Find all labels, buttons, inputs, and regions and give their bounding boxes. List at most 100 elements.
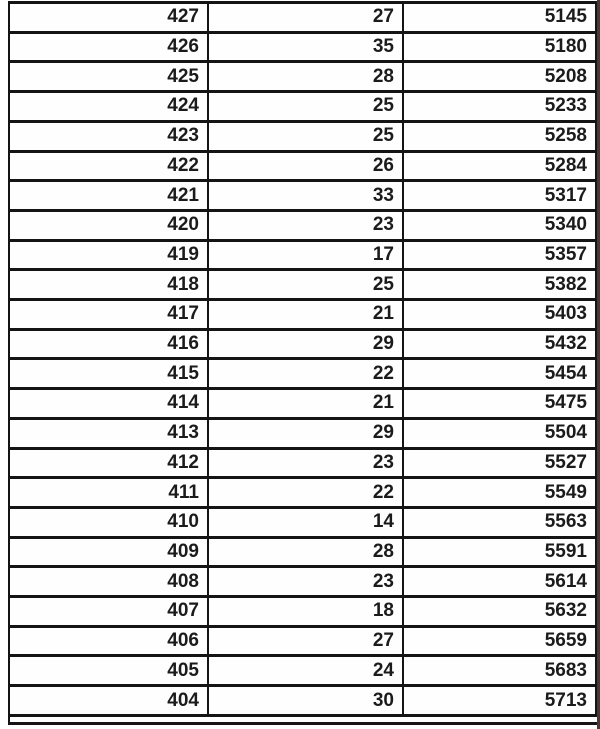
table-cell: 33: [207, 179, 404, 212]
table-cell: 5504: [402, 416, 597, 450]
table-cell: 5475: [402, 387, 597, 420]
table-cell: 5614: [402, 565, 597, 599]
table-cell: 409: [8, 535, 209, 569]
table-cell: 417: [8, 298, 209, 331]
table-row: 418 25 5382: [8, 268, 597, 302]
table-cell: 5432: [402, 327, 597, 361]
table-row: 425 28 5208: [8, 60, 597, 94]
table-cell: 427: [8, 1, 209, 34]
table-row: 416 29 5432: [8, 327, 597, 361]
table-cell: 25: [207, 90, 404, 123]
table-cell: 5403: [402, 298, 597, 331]
table-row: 412 23 5527: [8, 446, 597, 480]
table-row: 424 25 5233: [8, 90, 597, 123]
table-cell: 5632: [402, 595, 597, 628]
table-cell: 420: [8, 208, 209, 242]
table-cell: 421: [8, 179, 209, 212]
table-cell: 5527: [402, 446, 597, 480]
table-cell: 27: [207, 1, 404, 34]
table-cell: 5357: [402, 238, 597, 272]
table-cell: 5591: [402, 535, 597, 569]
score-table: 427 27 5145 426 35 5180 425 28 5208 424 25 5233 423 2…: [8, 1, 597, 717]
table-cell: 5284: [402, 149, 597, 183]
table-cell: 424: [8, 90, 209, 123]
table-cell: 411: [8, 476, 209, 509]
partial-next-row: [8, 717, 597, 725]
table-row: 426 35 5180: [8, 30, 597, 64]
table-cell: 21: [207, 387, 404, 420]
table-row: 413 29 5504: [8, 416, 597, 450]
score-table-body: 427 27 5145 426 35 5180 425 28 5208 424 25 5233 423 2…: [8, 1, 597, 717]
table-cell: 23: [207, 565, 404, 599]
right-edge-strip: [597, 0, 600, 729]
table-cell: 22: [207, 476, 404, 509]
table-cell: 5683: [402, 654, 597, 688]
table-cell: 418: [8, 268, 209, 302]
table-cell: 5659: [402, 624, 597, 658]
table-cell: 24: [207, 654, 404, 688]
table-cell: 412: [8, 446, 209, 480]
table-cell: 28: [207, 60, 404, 94]
table-cell: 419: [8, 238, 209, 272]
table-cell: 29: [207, 327, 404, 361]
table-cell: 426: [8, 30, 209, 64]
table-cell: 18: [207, 595, 404, 628]
table-cell: 23: [207, 446, 404, 480]
table-row: 422 26 5284: [8, 149, 597, 183]
table-row: 404 30 5713: [8, 684, 597, 717]
table-cell: 25: [207, 119, 404, 153]
table-row: 427 27 5145: [8, 1, 597, 34]
table-cell: 28: [207, 535, 404, 569]
table-row: 414 21 5475: [8, 387, 597, 420]
table-cell: 405: [8, 654, 209, 688]
table-cell: 410: [8, 505, 209, 539]
table-cell: 5208: [402, 60, 597, 94]
table-cell: 407: [8, 595, 209, 628]
table-row: 406 27 5659: [8, 624, 597, 658]
table-row: 420 23 5340: [8, 208, 597, 242]
table-cell: 25: [207, 268, 404, 302]
table-cell: 5233: [402, 90, 597, 123]
table-cell: 406: [8, 624, 209, 658]
table-cell: 17: [207, 238, 404, 272]
table-cell: 408: [8, 565, 209, 599]
table-row: 419 17 5357: [8, 238, 597, 272]
table-row: 423 25 5258: [8, 119, 597, 153]
table-row: 405 24 5683: [8, 654, 597, 688]
table-row: 417 21 5403: [8, 298, 597, 331]
table-cell: 416: [8, 327, 209, 361]
table-cell: 5180: [402, 30, 597, 64]
table-cell: 422: [8, 149, 209, 183]
table-cell: 22: [207, 357, 404, 391]
table-cell: 21: [207, 298, 404, 331]
table-cell: 415: [8, 357, 209, 391]
table-cell: 5317: [402, 179, 597, 212]
table-cell: 5713: [402, 684, 597, 717]
table-cell: 5549: [402, 476, 597, 509]
table-cell: 29: [207, 416, 404, 450]
table-cell: 5563: [402, 505, 597, 539]
table-row: 410 14 5563: [8, 505, 597, 539]
table-cell: 404: [8, 684, 209, 717]
table-cell: 26: [207, 149, 404, 183]
table-row: 408 23 5614: [8, 565, 597, 599]
table-cell: 5145: [402, 1, 597, 34]
table-cell: 425: [8, 60, 209, 94]
table-cell: 414: [8, 387, 209, 420]
table-cell: 35: [207, 30, 404, 64]
table-row: 409 28 5591: [8, 535, 597, 569]
table-row: 407 18 5632: [8, 595, 597, 628]
table-cell: 14: [207, 505, 404, 539]
table-cell: 23: [207, 208, 404, 242]
table-row: 415 22 5454: [8, 357, 597, 391]
table-cell: 27: [207, 624, 404, 658]
table-row: 411 22 5549: [8, 476, 597, 509]
table-cell: 5382: [402, 268, 597, 302]
table-cell: 5258: [402, 119, 597, 153]
table-cell: 5340: [402, 208, 597, 242]
table-cell: 413: [8, 416, 209, 450]
table-cell: 423: [8, 119, 209, 153]
table-cell: 5454: [402, 357, 597, 391]
table-cell: 30: [207, 684, 404, 717]
